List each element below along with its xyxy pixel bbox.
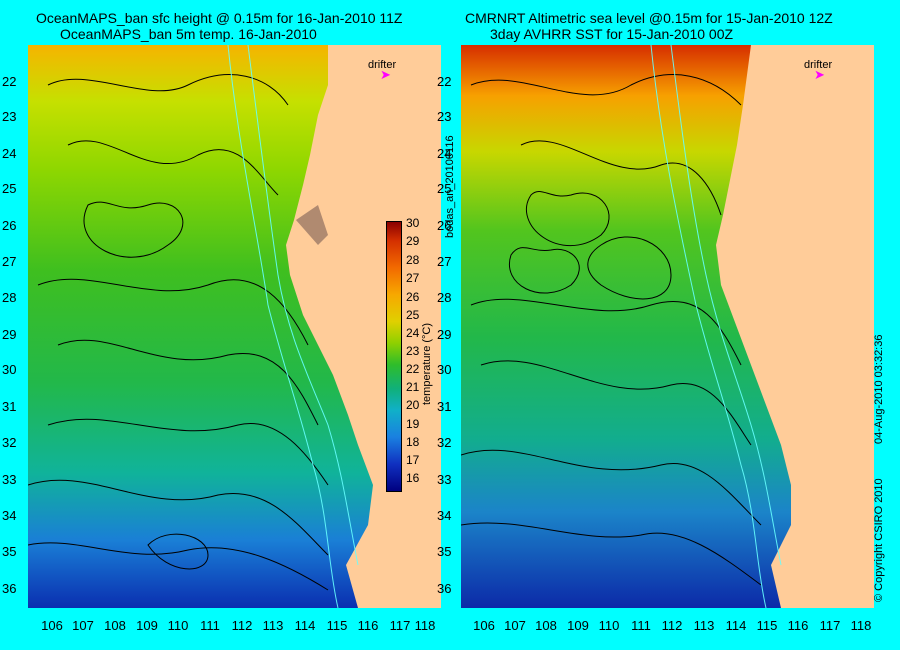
copyright-label: © Copyright CSIRO 2010 <box>873 478 885 602</box>
colorbar-tick: 23 <box>406 344 420 358</box>
lon-label: 114 <box>294 618 316 633</box>
colorbar-tick: 25 <box>406 308 420 322</box>
left-drifter-marker-icon: ➤ <box>380 67 391 82</box>
lon-label: 109 <box>136 618 158 633</box>
lat-label: 36 <box>2 581 17 596</box>
lon-label: 114 <box>725 618 747 633</box>
left-title-line1: OceanMAPS_ban sfc height @ 0.15m for 16-… <box>36 10 403 26</box>
lon-label: 107 <box>504 618 526 633</box>
colorbar-tick: 18 <box>406 435 420 449</box>
lon-label: 111 <box>200 618 220 633</box>
lat-label: 35 <box>437 544 452 559</box>
colorbar-tick: 20 <box>406 398 420 412</box>
colorbar-tick: 19 <box>406 417 420 431</box>
lon-label: 115 <box>756 618 778 633</box>
lon-label: 112 <box>661 618 683 633</box>
lat-label: 28 <box>2 290 17 305</box>
lon-label: 109 <box>567 618 589 633</box>
lat-label: 32 <box>437 435 452 450</box>
temperature-colorbar <box>386 221 402 492</box>
lon-label: 116 <box>357 618 379 633</box>
right-drifter-marker-icon: ➤ <box>814 67 825 82</box>
lon-label: 107 <box>72 618 94 633</box>
lat-label: 29 <box>2 327 17 342</box>
lon-label: 118 <box>850 618 872 633</box>
lat-label: 26 <box>2 218 17 233</box>
colorbar-tick: 17 <box>406 453 420 467</box>
lat-label: 34 <box>437 508 452 523</box>
lon-label: 110 <box>598 618 620 633</box>
lat-label: 24 <box>437 146 452 161</box>
right-title-line2: 3day AVHRR SST for 15-Jan-2010 00Z <box>490 26 734 42</box>
colorbar-tick: 22 <box>406 362 420 376</box>
lat-label: 35 <box>2 544 17 559</box>
lon-label: 106 <box>41 618 63 633</box>
lat-label: 26 <box>437 218 452 233</box>
lon-label: 118 <box>414 618 436 633</box>
lat-label: 22 <box>437 74 452 89</box>
lat-label: 36 <box>437 581 452 596</box>
lon-label: 112 <box>231 618 253 633</box>
right-title-line1: CMRNRT Altimetric sea level @0.15m for 1… <box>465 10 833 26</box>
lon-label: 113 <box>693 618 715 633</box>
lon-label: 110 <box>167 618 189 633</box>
colorbar-tick: 29 <box>406 234 420 248</box>
lat-label: 33 <box>2 472 17 487</box>
lat-label: 22 <box>2 74 17 89</box>
lon-label: 106 <box>473 618 495 633</box>
lon-label: 117 <box>819 618 841 633</box>
colorbar-tick: 30 <box>406 216 420 230</box>
lon-label: 108 <box>535 618 557 633</box>
left-sst-map <box>28 45 441 608</box>
lat-label: 27 <box>437 254 452 269</box>
colorbar-tick: 24 <box>406 326 420 340</box>
lat-label: 30 <box>2 362 17 377</box>
left-drifter-label: drifter <box>368 59 397 71</box>
right-drifter-label: drifter <box>804 59 833 71</box>
land-mass <box>286 45 441 608</box>
lat-label: 32 <box>2 435 17 450</box>
colorbar-label: temperature (°C) <box>421 322 433 405</box>
lat-label: 25 <box>2 181 17 196</box>
lon-label: 111 <box>631 618 651 633</box>
lat-label: 34 <box>2 508 17 523</box>
colorbar-tick: 16 <box>406 471 420 485</box>
lat-label: 24 <box>2 146 17 161</box>
lat-label: 31 <box>437 399 452 414</box>
lat-label: 33 <box>437 472 452 487</box>
lat-label: 23 <box>2 109 17 124</box>
lon-label: 108 <box>104 618 126 633</box>
lat-label: 25 <box>437 181 452 196</box>
colorbar-tick: 27 <box>406 271 420 285</box>
lat-label: 30 <box>437 362 452 377</box>
colorbar-tick: 26 <box>406 290 420 304</box>
lat-label: 27 <box>2 254 17 269</box>
lon-label: 115 <box>326 618 348 633</box>
right-sst-map <box>461 45 874 608</box>
lon-label: 116 <box>787 618 809 633</box>
analysis-id-label: bodas_an_20100116 <box>444 135 456 238</box>
lon-label: 117 <box>389 618 411 633</box>
lon-label: 113 <box>262 618 284 633</box>
lat-label: 23 <box>437 109 452 124</box>
lat-label: 28 <box>437 290 452 305</box>
land-mass <box>716 45 874 608</box>
lat-label: 29 <box>437 327 452 342</box>
colorbar-tick: 28 <box>406 253 420 267</box>
lat-label: 31 <box>2 399 17 414</box>
colorbar-tick: 21 <box>406 380 420 394</box>
timestamp-label: 04-Aug-2010 03:32:36 <box>873 334 885 444</box>
left-title-line2: OceanMAPS_ban 5m temp. 16-Jan-2010 <box>60 26 317 42</box>
